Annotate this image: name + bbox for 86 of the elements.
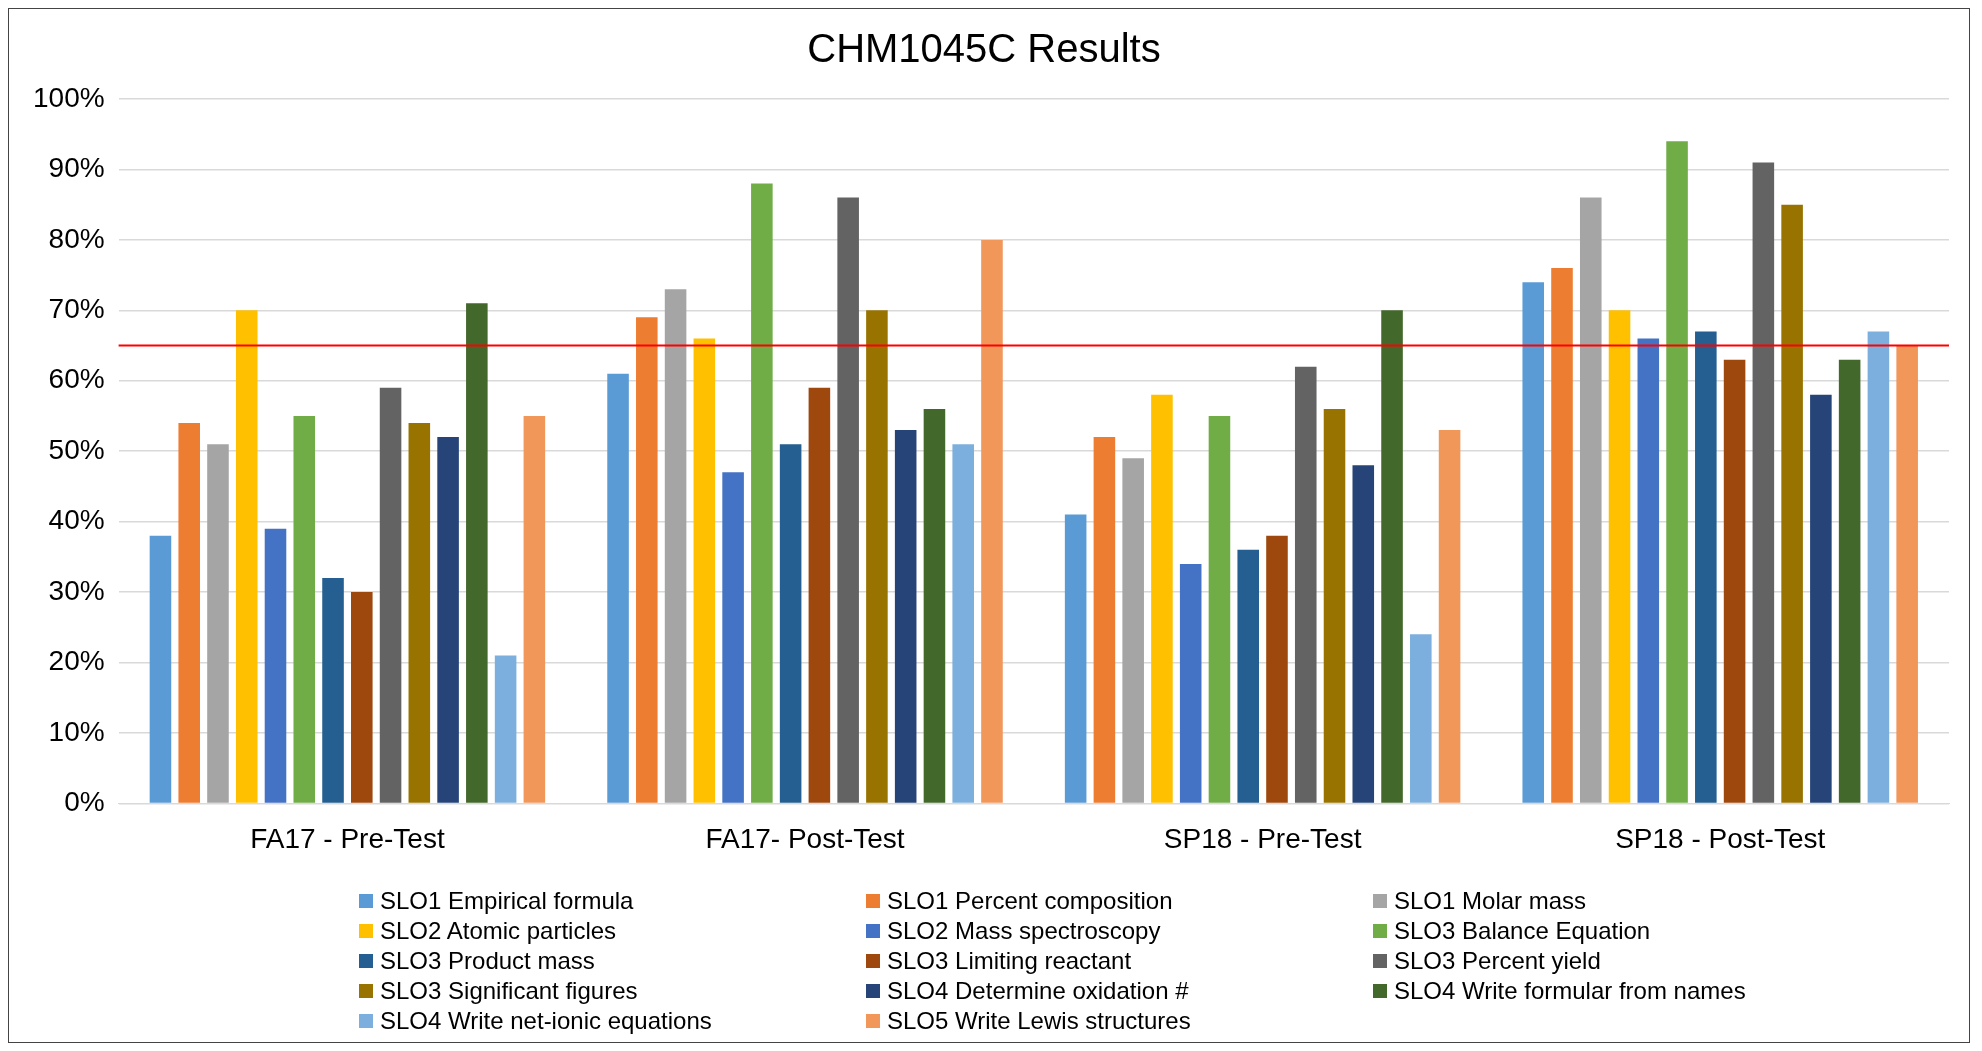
bar (981, 239, 1003, 803)
bar (1438, 430, 1461, 803)
bar (664, 289, 687, 803)
bar (1838, 359, 1861, 803)
bar (1410, 634, 1432, 803)
bar (1695, 331, 1717, 803)
bar (207, 444, 229, 803)
bar (1752, 162, 1775, 803)
y-tick-label: 0% (64, 786, 105, 818)
bar (779, 444, 802, 803)
legend-label: SLO1 Percent composition (887, 887, 1173, 915)
bar (1266, 535, 1288, 803)
bar (1381, 310, 1403, 803)
bar (437, 437, 459, 803)
legend-label: SLO1 Empirical formula (380, 887, 634, 915)
bar (1122, 458, 1144, 803)
bar (149, 535, 172, 803)
y-tick-label: 20% (48, 645, 105, 677)
x-tick-label: SP18 - Post-Test (1615, 822, 1826, 854)
y-tick-label: 50% (48, 433, 105, 465)
bar (351, 592, 373, 803)
y-tick-label: 80% (48, 222, 105, 254)
y-tick-label: 60% (48, 363, 105, 395)
bar (1867, 331, 1890, 803)
legend-label: SLO4 Determine oxidation # (887, 977, 1189, 1005)
y-tick-label: 10% (48, 715, 105, 747)
bar (1323, 408, 1346, 803)
bar (1723, 359, 1746, 803)
bar (1896, 345, 1918, 803)
bar (523, 415, 546, 803)
legend-label: SLO3 Percent yield (1394, 947, 1601, 975)
bar (235, 310, 258, 803)
bar (1579, 197, 1602, 803)
bar (1064, 514, 1087, 803)
bar (322, 577, 344, 803)
bar (1179, 563, 1202, 803)
legend-label: SLO2 Mass spectroscopy (887, 917, 1161, 945)
bar (1093, 437, 1116, 803)
bar (894, 430, 917, 803)
bar (1666, 141, 1688, 803)
bar (1781, 204, 1803, 803)
legend-label: SLO3 Product mass (380, 947, 595, 975)
bar (1810, 394, 1832, 803)
x-tick-label: SP18 - Pre-Test (1163, 822, 1362, 854)
bar (837, 197, 859, 803)
bar (923, 408, 946, 803)
legend-label: SLO2 Atomic particles (380, 917, 617, 945)
bar (1237, 549, 1260, 803)
legend-label: SLO4 Write formular from names (1394, 977, 1746, 1005)
bar (264, 528, 287, 803)
legend-label: SLO3 Balance Equation (1394, 917, 1651, 945)
legend-label: SLO1 Molar mass (1394, 887, 1587, 915)
bar (1151, 394, 1173, 803)
chart-title: CHM1045C Results (807, 26, 1161, 71)
bar (408, 423, 431, 803)
y-tick-label: 70% (48, 293, 105, 325)
bar (607, 373, 629, 803)
legend-label: SLO3 Significant figures (380, 977, 638, 1005)
y-tick-label: 40% (48, 504, 105, 536)
bar (466, 303, 488, 803)
bar (636, 317, 658, 803)
bar (178, 423, 200, 803)
bar (1352, 465, 1375, 803)
legend-label: SLO5 Write Lewis structures (887, 1007, 1191, 1035)
bar (952, 444, 974, 803)
bar (722, 472, 744, 803)
legend-label: SLO3 Limiting reactant (887, 947, 1132, 975)
bar (808, 387, 831, 803)
y-tick-label: 100% (32, 81, 105, 113)
bar (1637, 338, 1660, 803)
bar (379, 387, 402, 803)
bar (1522, 282, 1545, 803)
x-tick-label: FA17 - Pre-Test (250, 822, 445, 854)
bar (693, 338, 716, 803)
bar (1208, 415, 1231, 803)
x-tick-label: FA17- Post-Test (705, 822, 905, 854)
bar (751, 183, 773, 803)
y-tick-label: 90% (48, 152, 105, 184)
bar (293, 415, 316, 803)
bar (1551, 268, 1573, 803)
bar (1608, 310, 1631, 803)
bar (494, 655, 517, 803)
y-tick-label: 30% (48, 574, 105, 606)
legend-label: SLO4 Write net-ionic equations (380, 1007, 712, 1035)
bar (866, 310, 888, 803)
bar (1294, 366, 1317, 803)
